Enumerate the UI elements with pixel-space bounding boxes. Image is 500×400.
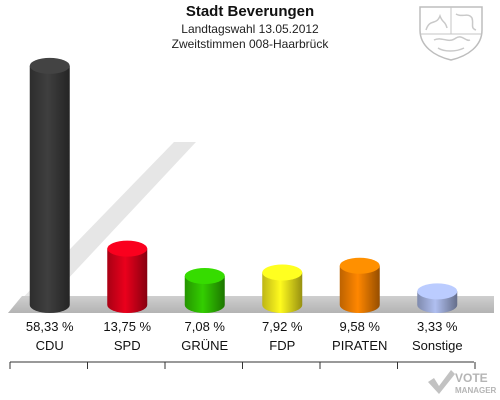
value-label-sonstige: 3,33 %	[417, 319, 458, 334]
bar-cdu	[29, 57, 70, 313]
watermark-vote: VOTE	[455, 371, 488, 385]
nrw-coat-of-arms-icon	[419, 6, 483, 61]
bar-gr-ne	[184, 267, 225, 313]
bar-spd	[107, 240, 148, 313]
check-mark-icon	[428, 370, 455, 394]
chart-subtitle-district: Zweitstimmen 008-Haarbrück	[171, 37, 329, 51]
bar-top-sonstige	[417, 283, 458, 300]
value-label-cdu: 58,33 %	[26, 319, 74, 334]
category-label-gr-ne: GRÜNE	[181, 338, 228, 353]
bar-body-gr-ne	[184, 275, 225, 313]
bar-sonstige	[417, 283, 458, 313]
value-label-fdp: 7,92 %	[262, 319, 303, 334]
category-label-spd: SPD	[114, 338, 141, 353]
bar-body-piraten	[339, 265, 380, 313]
category-label-piraten: PIRATEN	[332, 338, 387, 353]
bar-top-piraten	[339, 257, 380, 274]
category-label-fdp: FDP	[269, 338, 295, 353]
bar-body-cdu	[29, 65, 70, 313]
value-label-gr-ne: 7,08 %	[185, 319, 226, 334]
bar-body-spd	[107, 248, 148, 313]
bar-fdp	[262, 264, 303, 313]
bar-body-fdp	[262, 272, 303, 313]
vote-manager-logo: VOTE MANAGER	[428, 370, 497, 395]
category-label-cdu: CDU	[36, 338, 64, 353]
bar-top-fdp	[262, 264, 303, 281]
bar-piraten	[339, 257, 380, 313]
category-label-sonstige: Sonstige	[412, 338, 463, 353]
bar-top-gr-ne	[184, 267, 225, 284]
chart-title: Stadt Beverungen	[185, 3, 315, 20]
watermark-manager: MANAGER	[455, 386, 497, 395]
bar-top-spd	[107, 240, 148, 257]
value-label-spd: 13,75 %	[103, 319, 151, 334]
bar-top-cdu	[29, 57, 70, 74]
chart-subtitle-date: Landtagswahl 13.05.2012	[181, 22, 319, 36]
value-label-piraten: 9,58 %	[340, 319, 381, 334]
